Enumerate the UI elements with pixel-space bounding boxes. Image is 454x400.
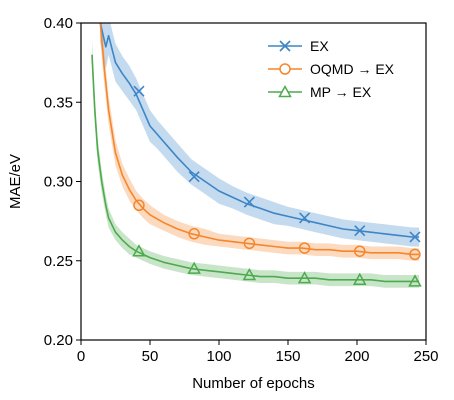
- marker-ex: [409, 231, 421, 243]
- marker-mp-ex: [187, 261, 201, 274]
- marker-ex: [243, 196, 255, 208]
- y-axis-ticks: 0.20 0.25 0.30 0.35 0.40: [44, 15, 81, 349]
- marker-oqmd-ex: [409, 248, 421, 261]
- band-ex: [100, 23, 420, 247]
- legend-label-ex: EX: [310, 38, 329, 54]
- confidence-bands: [92, 23, 420, 288]
- marker-mp-ex: [352, 272, 367, 286]
- x-axis-ticks: 0 50 100 150 200 250: [77, 340, 439, 365]
- marker-oqmd-ex: [133, 199, 145, 212]
- y-tick-label: 0.30: [44, 174, 73, 191]
- y-tick-label: 0.35: [44, 94, 73, 111]
- legend: EX OQMD → EX MP → EX: [268, 38, 395, 100]
- y-tick-label: 0.20: [44, 332, 73, 349]
- line-oqmd-ex: [99, 23, 420, 256]
- marker-mp-ex: [242, 267, 257, 281]
- x-tick-label: 200: [344, 348, 369, 365]
- x-tick-label: 50: [142, 348, 159, 365]
- marker-oqmd-ex: [243, 237, 256, 250]
- marker-oqmd-ex: [298, 242, 311, 254]
- legend-label-mp-ex: MP → EX: [310, 84, 372, 100]
- legend-marker-ex: [279, 40, 291, 52]
- marker-oqmd-ex: [188, 228, 200, 240]
- series-markers: [132, 85, 422, 287]
- legend-marker-oqmd-ex: [279, 63, 291, 75]
- y-tick-label: 0.40: [44, 15, 73, 32]
- marker-mp-ex: [132, 244, 146, 257]
- x-tick-label: 150: [275, 348, 300, 365]
- marker-oqmd-ex: [354, 245, 366, 257]
- marker-mp-ex: [408, 274, 422, 287]
- marker-mp-ex: [297, 271, 312, 284]
- marker-ex: [298, 212, 311, 224]
- legend-label-oqmd-ex: OQMD → EX: [310, 61, 395, 77]
- marker-ex: [188, 171, 200, 183]
- legend-marker-mp-ex: [278, 84, 292, 98]
- x-tick-label: 0: [77, 348, 85, 365]
- marker-ex: [354, 225, 366, 237]
- x-axis-title: Number of epochs: [192, 375, 315, 392]
- x-tick-label: 250: [413, 348, 438, 365]
- x-tick-label: 100: [206, 348, 231, 365]
- marker-ex: [133, 85, 145, 97]
- line-mp-ex: [91, 54, 420, 283]
- y-tick-label: 0.25: [44, 253, 73, 270]
- y-axis-title: MAE/eV: [7, 154, 24, 209]
